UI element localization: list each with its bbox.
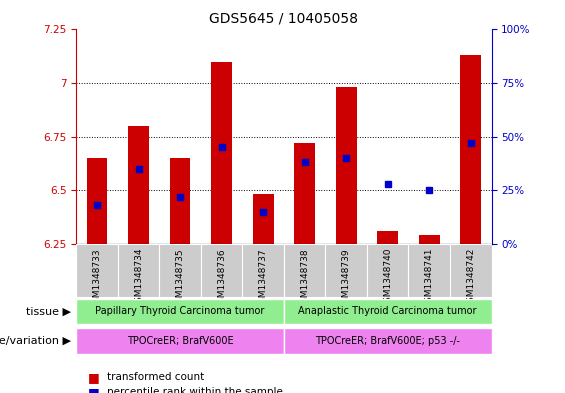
Bar (367, 244, 408, 297)
Bar (170, 158, 190, 244)
Bar (284, 328, 492, 354)
Bar (419, 235, 440, 244)
Bar (118, 244, 159, 297)
Text: transformed count: transformed count (107, 372, 205, 382)
Bar (76, 299, 284, 324)
Bar (408, 244, 450, 297)
Text: GSM1348742: GSM1348742 (466, 248, 475, 308)
Text: Papillary Thyroid Carcinoma tumor: Papillary Thyroid Carcinoma tumor (95, 307, 265, 316)
Bar (294, 143, 315, 244)
Bar (284, 299, 492, 324)
Text: percentile rank within the sample: percentile rank within the sample (107, 387, 283, 393)
Text: GSM1348735: GSM1348735 (176, 248, 185, 309)
Text: Anaplastic Thyroid Carcinoma tumor: Anaplastic Thyroid Carcinoma tumor (298, 307, 477, 316)
Bar (325, 244, 367, 297)
Bar (284, 244, 325, 297)
Title: GDS5645 / 10405058: GDS5645 / 10405058 (210, 11, 358, 26)
Text: GSM1348741: GSM1348741 (425, 248, 434, 309)
Text: TPOCreER; BrafV600E: TPOCreER; BrafV600E (127, 336, 233, 346)
Bar (128, 126, 149, 244)
Bar (159, 244, 201, 297)
Text: GSM1348733: GSM1348733 (93, 248, 102, 309)
Bar (76, 244, 118, 297)
Text: ■: ■ (88, 371, 99, 384)
Text: genotype/variation ▶: genotype/variation ▶ (0, 336, 71, 346)
Text: ■: ■ (88, 386, 99, 393)
Text: GSM1348734: GSM1348734 (134, 248, 143, 309)
Text: GSM1348739: GSM1348739 (342, 248, 351, 309)
Bar (211, 62, 232, 244)
Bar (336, 87, 357, 244)
Text: TPOCreER; BrafV600E; p53 -/-: TPOCreER; BrafV600E; p53 -/- (315, 336, 460, 346)
Bar (201, 244, 242, 297)
Bar (76, 328, 284, 354)
Bar (460, 55, 481, 244)
Text: GSM1348737: GSM1348737 (259, 248, 268, 309)
Text: GSM1348736: GSM1348736 (217, 248, 226, 309)
Bar (86, 158, 107, 244)
Text: tissue ▶: tissue ▶ (25, 307, 71, 316)
Bar (450, 244, 492, 297)
Bar (253, 195, 273, 244)
Bar (242, 244, 284, 297)
Text: GSM1348740: GSM1348740 (383, 248, 392, 309)
Bar (377, 231, 398, 244)
Text: GSM1348738: GSM1348738 (300, 248, 309, 309)
